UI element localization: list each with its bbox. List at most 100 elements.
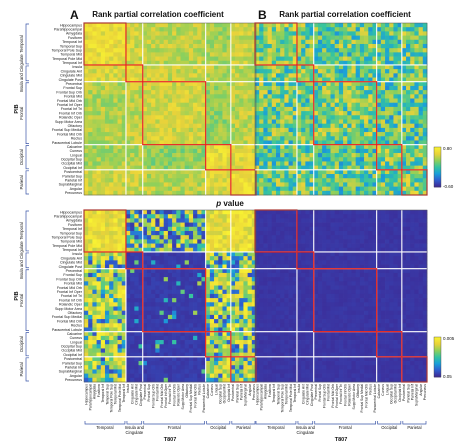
heatmap-cell xyxy=(155,39,160,45)
heatmap-cell xyxy=(338,98,344,104)
heatmap-cell xyxy=(372,182,378,187)
heatmap-cell xyxy=(130,174,135,179)
heatmap-cell xyxy=(138,123,144,129)
heatmap-cell xyxy=(104,144,110,150)
heatmap-cell xyxy=(84,256,89,261)
heatmap-cell xyxy=(296,69,302,74)
heatmap-cell xyxy=(125,123,131,129)
heatmap-cell xyxy=(180,43,186,49)
heatmap-cell xyxy=(280,73,285,78)
heatmap-cell xyxy=(130,323,135,328)
heatmap-cell xyxy=(251,327,257,333)
heatmap-cell xyxy=(214,157,219,162)
heatmap-cell xyxy=(343,90,348,95)
heatmap-cell xyxy=(172,43,177,49)
heatmap-cell xyxy=(218,327,223,333)
heatmap-cell xyxy=(180,186,186,192)
heatmap-cell xyxy=(155,285,160,291)
heatmap-cell xyxy=(385,111,390,116)
heatmap-cell xyxy=(125,243,131,249)
heatmap-cell xyxy=(292,190,298,196)
heatmap-cell xyxy=(176,31,181,36)
heatmap-cell xyxy=(197,352,202,358)
heatmap-cell xyxy=(155,361,160,366)
heatmap-cell xyxy=(197,73,202,78)
heatmap-cell xyxy=(146,35,152,41)
heatmap-cell xyxy=(317,27,323,32)
heatmap-cell xyxy=(113,144,118,150)
heatmap-cell xyxy=(92,298,97,303)
heatmap-cell xyxy=(209,85,215,91)
heatmap-cell xyxy=(338,190,344,196)
heatmap-cell xyxy=(230,277,236,282)
heatmap-cell xyxy=(296,136,302,141)
heatmap-cell xyxy=(134,165,139,171)
heatmap-cell xyxy=(239,289,244,295)
heatmap-cell xyxy=(284,182,289,187)
heatmap-cell xyxy=(193,310,198,316)
heatmap-cell xyxy=(155,161,160,166)
heatmap-cell xyxy=(347,169,352,175)
heatmap-cell xyxy=(359,60,365,66)
heatmap-cell xyxy=(372,73,378,78)
heatmap-cell xyxy=(88,98,93,104)
title-pvalue: p value xyxy=(215,199,244,208)
heatmap-cell xyxy=(267,81,273,87)
heatmap-cell xyxy=(172,48,177,53)
heatmap-cell xyxy=(209,210,215,215)
heatmap-cell xyxy=(188,31,194,36)
heatmap-cell xyxy=(376,136,382,141)
heatmap-cell xyxy=(239,48,244,53)
heatmap-cell xyxy=(414,169,419,175)
heatmap-cell xyxy=(422,69,428,74)
heatmap-cell xyxy=(389,178,394,183)
heatmap-cell xyxy=(167,235,173,240)
heatmap-cell xyxy=(372,43,378,49)
heatmap-cell xyxy=(418,127,424,133)
heatmap-cell xyxy=(205,111,211,116)
heatmap-cell xyxy=(313,178,319,183)
heatmap-cell xyxy=(317,127,323,133)
heatmap-cell xyxy=(389,148,394,154)
heatmap-cell xyxy=(104,35,110,41)
heatmap-cell xyxy=(176,98,181,104)
heatmap-cell xyxy=(125,277,131,282)
heatmap-cell xyxy=(180,340,186,345)
heatmap-cell xyxy=(230,226,236,232)
heatmap-cell xyxy=(292,27,298,32)
heatmap-cell xyxy=(205,94,211,99)
heatmap-cell xyxy=(259,161,264,166)
heatmap-cell xyxy=(125,52,131,57)
heatmap-cell xyxy=(188,35,194,41)
heatmap-cell xyxy=(422,31,428,36)
heatmap-cell xyxy=(167,314,173,320)
heatmap-cell xyxy=(263,144,268,150)
heatmap-cell xyxy=(159,111,165,116)
heatmap-cell xyxy=(275,48,281,53)
heatmap-cell xyxy=(130,319,135,324)
heatmap-cell xyxy=(214,90,219,95)
heatmap-cell xyxy=(376,31,382,36)
heatmap-cell xyxy=(142,247,148,253)
heatmap-cell xyxy=(121,127,127,133)
heatmap-cell xyxy=(184,43,190,49)
heatmap-cell xyxy=(239,39,244,45)
heatmap-cell xyxy=(247,111,253,116)
heatmap-cell xyxy=(209,247,215,253)
heatmap-cell xyxy=(92,153,97,158)
heatmap-cell xyxy=(155,165,160,171)
heatmap-cell xyxy=(301,136,306,141)
heatmap-cell xyxy=(422,81,428,87)
heatmap-cell xyxy=(401,111,407,116)
heatmap-cell xyxy=(113,140,118,146)
heatmap-cell xyxy=(193,85,198,91)
heatmap-cell xyxy=(84,98,89,104)
heatmap-cell xyxy=(401,136,407,141)
heatmap-cell xyxy=(138,356,144,362)
heatmap-cell xyxy=(410,98,415,104)
heatmap-cell xyxy=(117,327,123,333)
heatmap-cell xyxy=(151,323,156,328)
heatmap-cell xyxy=(92,31,97,36)
heatmap-cell xyxy=(222,94,227,99)
heatmap-cell xyxy=(167,39,173,45)
